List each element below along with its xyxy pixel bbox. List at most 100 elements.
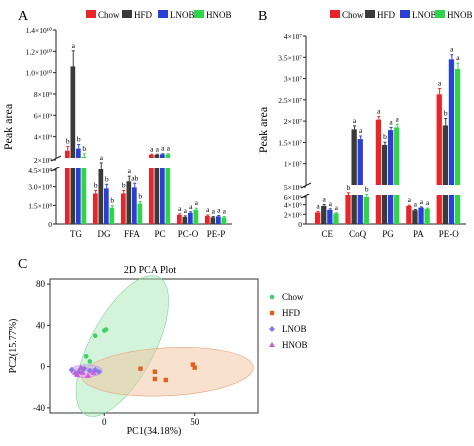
legend-label: LNOB — [412, 10, 437, 20]
legend-label: LNOB — [282, 324, 307, 334]
bar-hfd-lower — [381, 195, 388, 224]
bar-chow — [406, 205, 412, 224]
legend-label: Chow — [342, 10, 364, 20]
panel-A: A Peak area 2×10⁹ 4×10⁹ 6×10⁹ 8×10⁹ 1.0×10¹⁰ 1.… — [1, 9, 233, 239]
point-chow — [87, 359, 93, 364]
significance-label: a — [72, 41, 76, 50]
legend-marker-chow — [269, 294, 275, 300]
bar-chow-lower — [375, 195, 382, 224]
legend-swatch-lnob — [158, 10, 168, 18]
point-hfd — [163, 377, 168, 383]
bar-chow — [177, 214, 182, 224]
significance-label: a — [408, 195, 412, 204]
y-tick-label: 3×10⁷ — [284, 75, 302, 84]
significance-label: a — [184, 206, 188, 215]
y-tick-label: 1.2×10¹⁰ — [26, 47, 52, 56]
y-axis-label: PC2(15.77%) — [8, 319, 19, 374]
point-hnob — [77, 364, 84, 370]
bar-lnob — [357, 139, 363, 185]
legend-swatch-hfd — [122, 10, 132, 18]
bar-lnob — [104, 188, 109, 224]
bar-hfd — [182, 216, 188, 224]
legend-label: LNOB — [170, 10, 195, 20]
legend-swatch-chow — [330, 10, 340, 18]
legend-swatch-hnob — [435, 10, 445, 18]
x-tick-label: PC — [154, 229, 165, 239]
bar-chow-lower — [149, 168, 154, 224]
significance-label: a — [438, 79, 442, 88]
plot-frame — [49, 278, 259, 414]
significance-label: a — [426, 198, 430, 207]
x-tick-label: 0 — [102, 417, 107, 427]
legend-label: HNOB — [282, 340, 308, 350]
bar-lnob-lower — [76, 168, 81, 224]
panel-letter: B — [258, 9, 267, 24]
significance-label: a — [206, 205, 210, 214]
point-hnob — [84, 372, 91, 378]
bar-chow — [93, 193, 98, 224]
point-chow — [83, 354, 89, 359]
y-tick-label: 6×10⁶ — [284, 193, 302, 202]
legend-marker-hfd — [269, 310, 275, 316]
significance-label: b — [383, 132, 387, 141]
y-tick-label: 4×10⁷ — [284, 32, 302, 41]
bar-chow — [436, 94, 442, 185]
significance-label: a — [316, 201, 320, 210]
y-tick-label: 2.5×10⁷ — [278, 96, 302, 105]
x-tick-label: PE-P — [207, 229, 226, 239]
axis-break-gap — [57, 159, 233, 167]
x-tick-label: PG — [382, 229, 394, 239]
bar-hnob — [363, 196, 369, 224]
x-tick-label: 50 — [190, 417, 200, 427]
y-tick-label: 3.5×10⁷ — [278, 53, 302, 62]
legend-swatch-chow — [86, 10, 96, 18]
significance-label: a — [189, 202, 193, 211]
y-tick-label: 2×10⁹ — [34, 156, 52, 165]
significance-label: a — [167, 144, 171, 153]
y-tick-label: 8×10⁹ — [34, 90, 52, 99]
y-tick-label: 1×10⁷ — [284, 160, 302, 169]
significance-label: b — [82, 144, 86, 153]
y-tick-label: 1.5×10⁸ — [28, 201, 52, 210]
y-tick-label: 1.4×10¹⁰ — [26, 26, 52, 35]
y-axis-label: Peak area — [1, 103, 15, 150]
point-hfd — [192, 365, 197, 370]
bar-hfd — [126, 181, 132, 224]
x-tick-label: PA — [413, 229, 424, 239]
legend-label: Chow — [282, 292, 304, 302]
point-lnob — [81, 365, 88, 372]
significance-label: b — [365, 185, 369, 194]
bar-chow — [375, 119, 382, 185]
bar-lnob-lower — [160, 168, 165, 224]
significance-label: a — [322, 194, 326, 203]
bar-hfd-lower — [442, 195, 448, 224]
y-axis-label: Peak area — [256, 106, 270, 153]
bar-hfd-lower — [351, 195, 357, 224]
legend-swatch-hfd — [365, 10, 375, 18]
bar-hfd-lower — [154, 168, 160, 224]
y-tick-label: 4.5×10⁸ — [28, 166, 52, 175]
x-tick-label: FFA — [124, 229, 140, 239]
significance-label: a — [150, 144, 154, 153]
significance-label: a — [178, 204, 182, 213]
ellipse-chow — [75, 275, 169, 417]
panel-letter: C — [18, 257, 27, 272]
significance-label: a — [100, 153, 104, 162]
bar-lnob — [188, 212, 193, 224]
x-tick-label: DG — [98, 229, 111, 239]
y-tick-label: 1.5×10⁷ — [278, 138, 302, 147]
x-tick-label: CoQ — [349, 229, 367, 239]
bar-lnob — [327, 209, 333, 224]
bar-lnob — [448, 59, 455, 185]
bar-hnob — [109, 207, 115, 224]
y-tick-label: 40 — [36, 320, 46, 330]
bar-chow-lower — [65, 168, 70, 224]
bar-hfd — [381, 144, 388, 185]
significance-label: a — [223, 207, 227, 216]
legend-label: HFD — [282, 308, 301, 318]
legend-label: HFD — [134, 10, 153, 20]
bar-hfd — [70, 66, 76, 158]
legend-swatch-hnob — [194, 10, 204, 18]
pca-title: 2D PCA Plot — [124, 265, 176, 276]
significance-label: b — [138, 192, 142, 201]
